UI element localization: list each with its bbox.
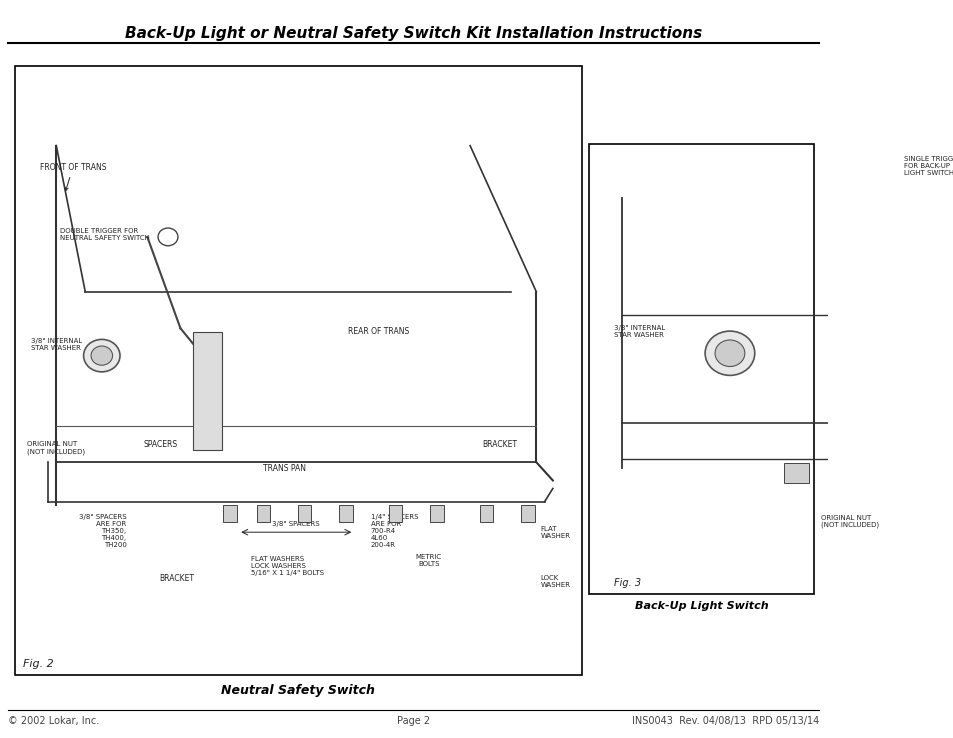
Circle shape [158, 228, 178, 246]
Text: SINGLE TRIGGER
FOR BACK-UP
LIGHT SWITCH: SINGLE TRIGGER FOR BACK-UP LIGHT SWITCH [902, 156, 953, 176]
Text: INS0043  Rev. 04/08/13  RPD 05/13/14: INS0043 Rev. 04/08/13 RPD 05/13/14 [632, 716, 819, 726]
Text: 3/8" INTERNAL
STAR WASHER: 3/8" INTERNAL STAR WASHER [614, 325, 664, 339]
Circle shape [704, 331, 754, 376]
Text: Page 2: Page 2 [396, 716, 430, 726]
Bar [521, 506, 534, 522]
Text: SPACERS: SPACERS [143, 440, 177, 449]
Text: © 2002 Lokar, Inc.: © 2002 Lokar, Inc. [9, 716, 99, 726]
Text: METRIC
BOLTS: METRIC BOLTS [416, 554, 441, 567]
Text: FLAT WASHERS
LOCK WASHERS
5/16" X 1 1/4" BOLTS: FLAT WASHERS LOCK WASHERS 5/16" X 1 1/4"… [251, 556, 323, 576]
Bar [479, 506, 493, 522]
Bar [297, 506, 311, 522]
Text: LOCK
WASHER: LOCK WASHER [539, 575, 570, 588]
Text: DOUBLE TRIGGER FOR
NEUTRAL SAFETY SWITCH: DOUBLE TRIGGER FOR NEUTRAL SAFETY SWITCH [60, 228, 151, 241]
Text: FLAT
WASHER: FLAT WASHER [539, 526, 570, 539]
Text: Neutral Safety Switch: Neutral Safety Switch [221, 684, 375, 697]
Bar [589, 144, 814, 594]
Text: 3/8" SPACERS: 3/8" SPACERS [273, 521, 320, 527]
Bar [223, 506, 236, 522]
Text: 3/8" SPACERS
ARE FOR
TH350,
TH400,
TH200: 3/8" SPACERS ARE FOR TH350, TH400, TH200 [79, 514, 127, 548]
Text: REAR OF TRANS: REAR OF TRANS [348, 328, 409, 337]
Text: Fig. 3: Fig. 3 [614, 578, 640, 588]
Text: FRONT OF TRANS: FRONT OF TRANS [40, 163, 106, 190]
Text: TRANS PAN: TRANS PAN [263, 464, 306, 473]
Bar [783, 463, 808, 483]
Text: Fig. 2: Fig. 2 [23, 659, 54, 669]
Bar [890, 463, 915, 483]
Bar [339, 506, 353, 522]
Circle shape [715, 340, 744, 367]
Bar [430, 506, 443, 522]
Text: Back-Up Light Switch: Back-Up Light Switch [635, 601, 768, 612]
Bar [389, 506, 402, 522]
Text: ORIGINAL NUT
(NOT INCLUDED): ORIGINAL NUT (NOT INCLUDED) [821, 514, 878, 528]
Text: BRACKET: BRACKET [158, 574, 193, 583]
Bar [256, 506, 270, 522]
Circle shape [91, 346, 112, 365]
Text: 1/4" SPACERS
ARE FOR
700-R4
4L60
200-4R: 1/4" SPACERS ARE FOR 700-R4 4L60 200-4R [371, 514, 417, 548]
Text: BRACKET: BRACKET [482, 440, 517, 449]
Bar [193, 332, 221, 450]
Text: 3/8" INTERNAL
STAR WASHER: 3/8" INTERNAL STAR WASHER [31, 337, 83, 351]
Circle shape [839, 212, 868, 238]
Circle shape [84, 339, 120, 372]
Text: Back-Up Light or Neutral Safety Switch Kit Installation Instructions: Back-Up Light or Neutral Safety Switch K… [125, 26, 701, 41]
Text: ORIGINAL NUT
(NOT INCLUDED): ORIGINAL NUT (NOT INCLUDED) [28, 441, 86, 455]
Bar [15, 66, 581, 675]
